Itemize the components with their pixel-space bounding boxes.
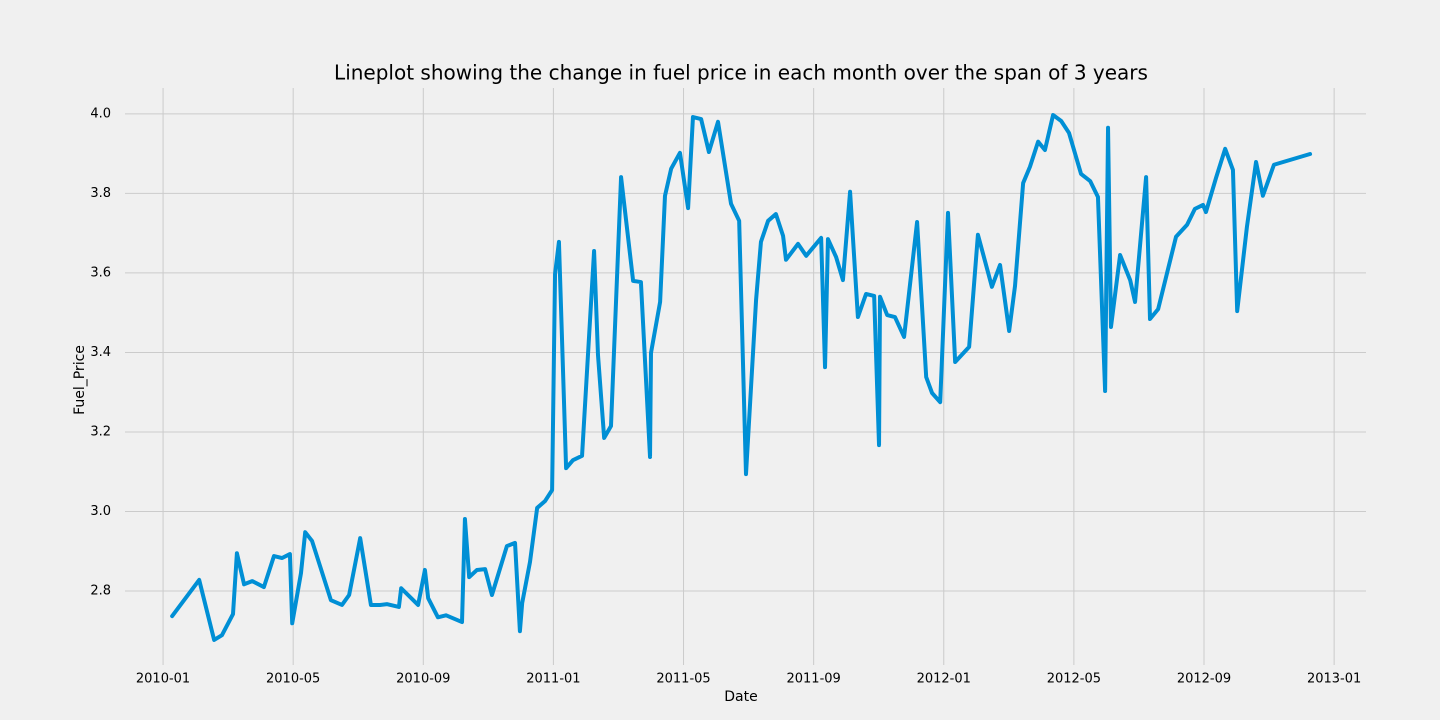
x-tick-label: 2011-05	[656, 672, 710, 687]
x-tick-label: 2012-09	[1177, 672, 1231, 687]
grid: 2.8 3.0 3.2 3.4 3.6 3.8 4.0 2010-01 2010-05 2010-…	[90, 88, 1366, 687]
chart-title: Lineplot showing the change in fuel pric…	[334, 61, 1148, 85]
x-tick-label: 2010-05	[266, 672, 320, 687]
y-axis-label: Fuel_Price	[72, 345, 88, 415]
y-tick-label: 3.4	[90, 345, 111, 360]
x-tick-label: 2011-09	[786, 672, 840, 687]
y-tick-label: 3.2	[90, 424, 111, 439]
y-tick-label: 3.8	[90, 186, 111, 201]
y-tick-label: 2.8	[90, 584, 111, 599]
x-tick-label: 2010-01	[136, 672, 190, 687]
y-tick-label: 3.6	[90, 265, 111, 280]
line	[170, 113, 1313, 642]
y-tick-label: 4.0	[90, 106, 111, 121]
x-tick-label: 2011-01	[526, 672, 580, 687]
plot	[170, 113, 1313, 642]
x-tick-label: 2012-01	[917, 672, 971, 687]
x-tick-label: 2013-01	[1307, 672, 1361, 687]
x-axis-label: Date	[724, 689, 757, 705]
x-tick-label: 2012-05	[1047, 672, 1101, 687]
y-tick-label: 3.0	[90, 504, 111, 519]
x-tick-label: 2010-09	[396, 672, 450, 687]
